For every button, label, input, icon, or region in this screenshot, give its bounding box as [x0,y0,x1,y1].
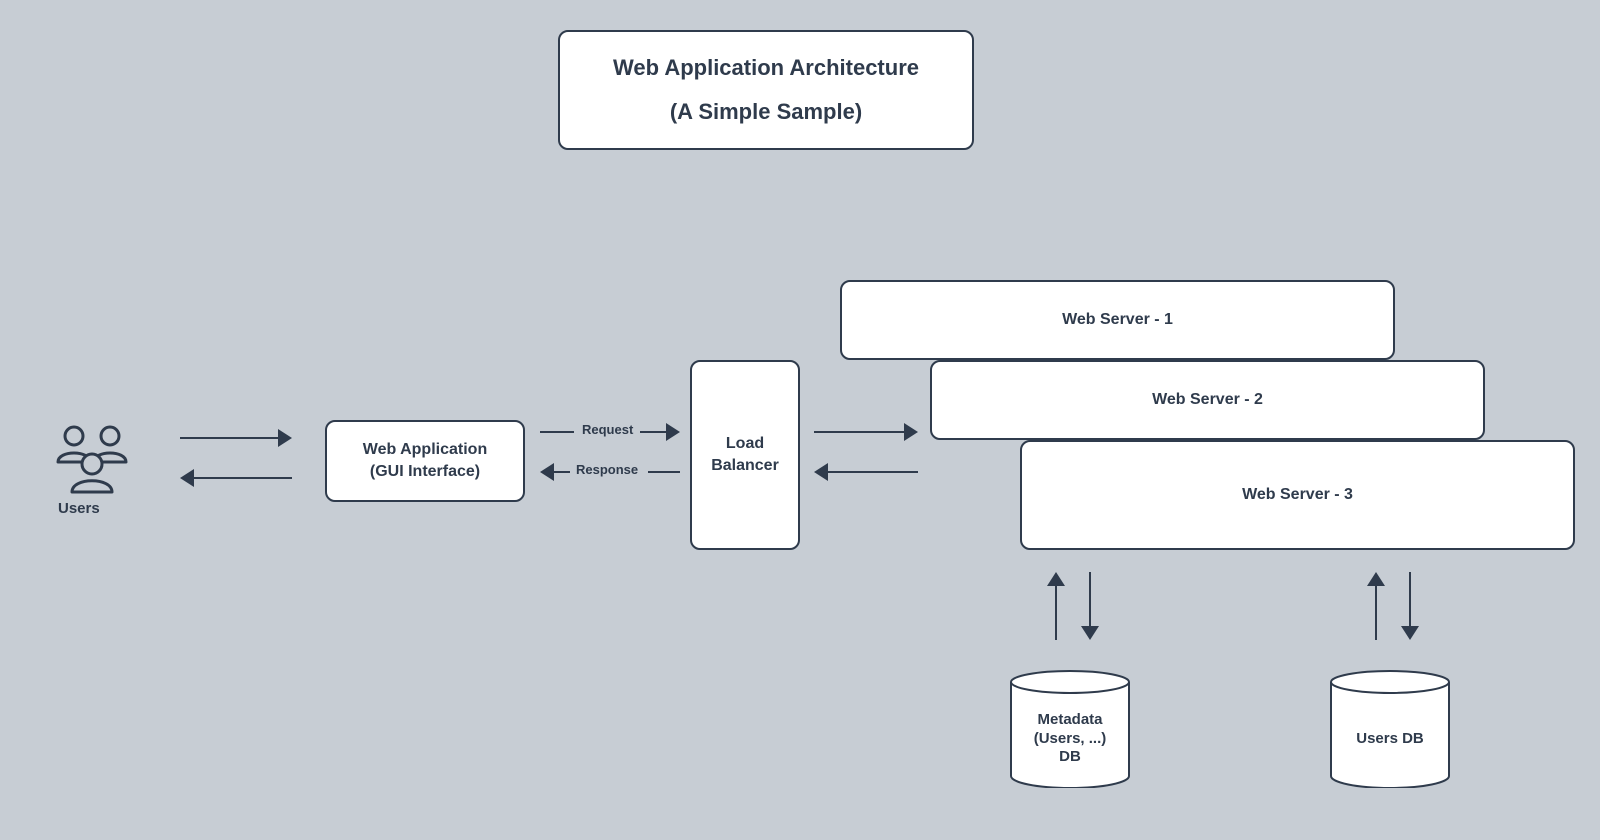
cylinder-users-db: Users DB [1330,670,1450,788]
node-load-balancer: Load Balancer [690,360,800,550]
users-label: Users [58,500,100,517]
edge-label-response: Response [576,462,638,477]
cylinder-metadata-line3: DB [1034,748,1107,767]
node-web-server-1: Web Server - 1 [840,280,1395,360]
cylinder-usersdb-line1: Users DB [1356,730,1424,749]
node-web-application-line2: (GUI Interface) [370,461,480,483]
node-web-server-3: Web Server - 3 [1020,440,1575,550]
cylinder-metadata-db: Metadata (Users, ...) DB [1010,670,1130,788]
node-web-server-2: Web Server - 2 [930,360,1485,440]
title-line1: Web Application Architecture [613,53,919,83]
title-line2: (A Simple Sample) [670,97,862,127]
node-load-balancer-line2: Balancer [711,455,779,477]
node-web-application: Web Application (GUI Interface) [325,420,525,502]
node-web-application-line1: Web Application [363,439,487,461]
edge-label-request: Request [582,422,633,437]
cylinder-metadata-line1: Metadata [1034,711,1107,730]
node-web-server-1-label: Web Server - 1 [1062,309,1173,331]
node-web-server-3-label: Web Server - 3 [1242,484,1353,506]
diagram-canvas: Web Application Architecture (A Simple S… [0,0,1600,840]
node-web-server-2-label: Web Server - 2 [1152,389,1263,411]
node-load-balancer-line1: Load [726,433,764,455]
users-icon [50,422,134,499]
cylinder-metadata-line2: (Users, ...) [1034,730,1107,749]
title-box: Web Application Architecture (A Simple S… [558,30,974,150]
